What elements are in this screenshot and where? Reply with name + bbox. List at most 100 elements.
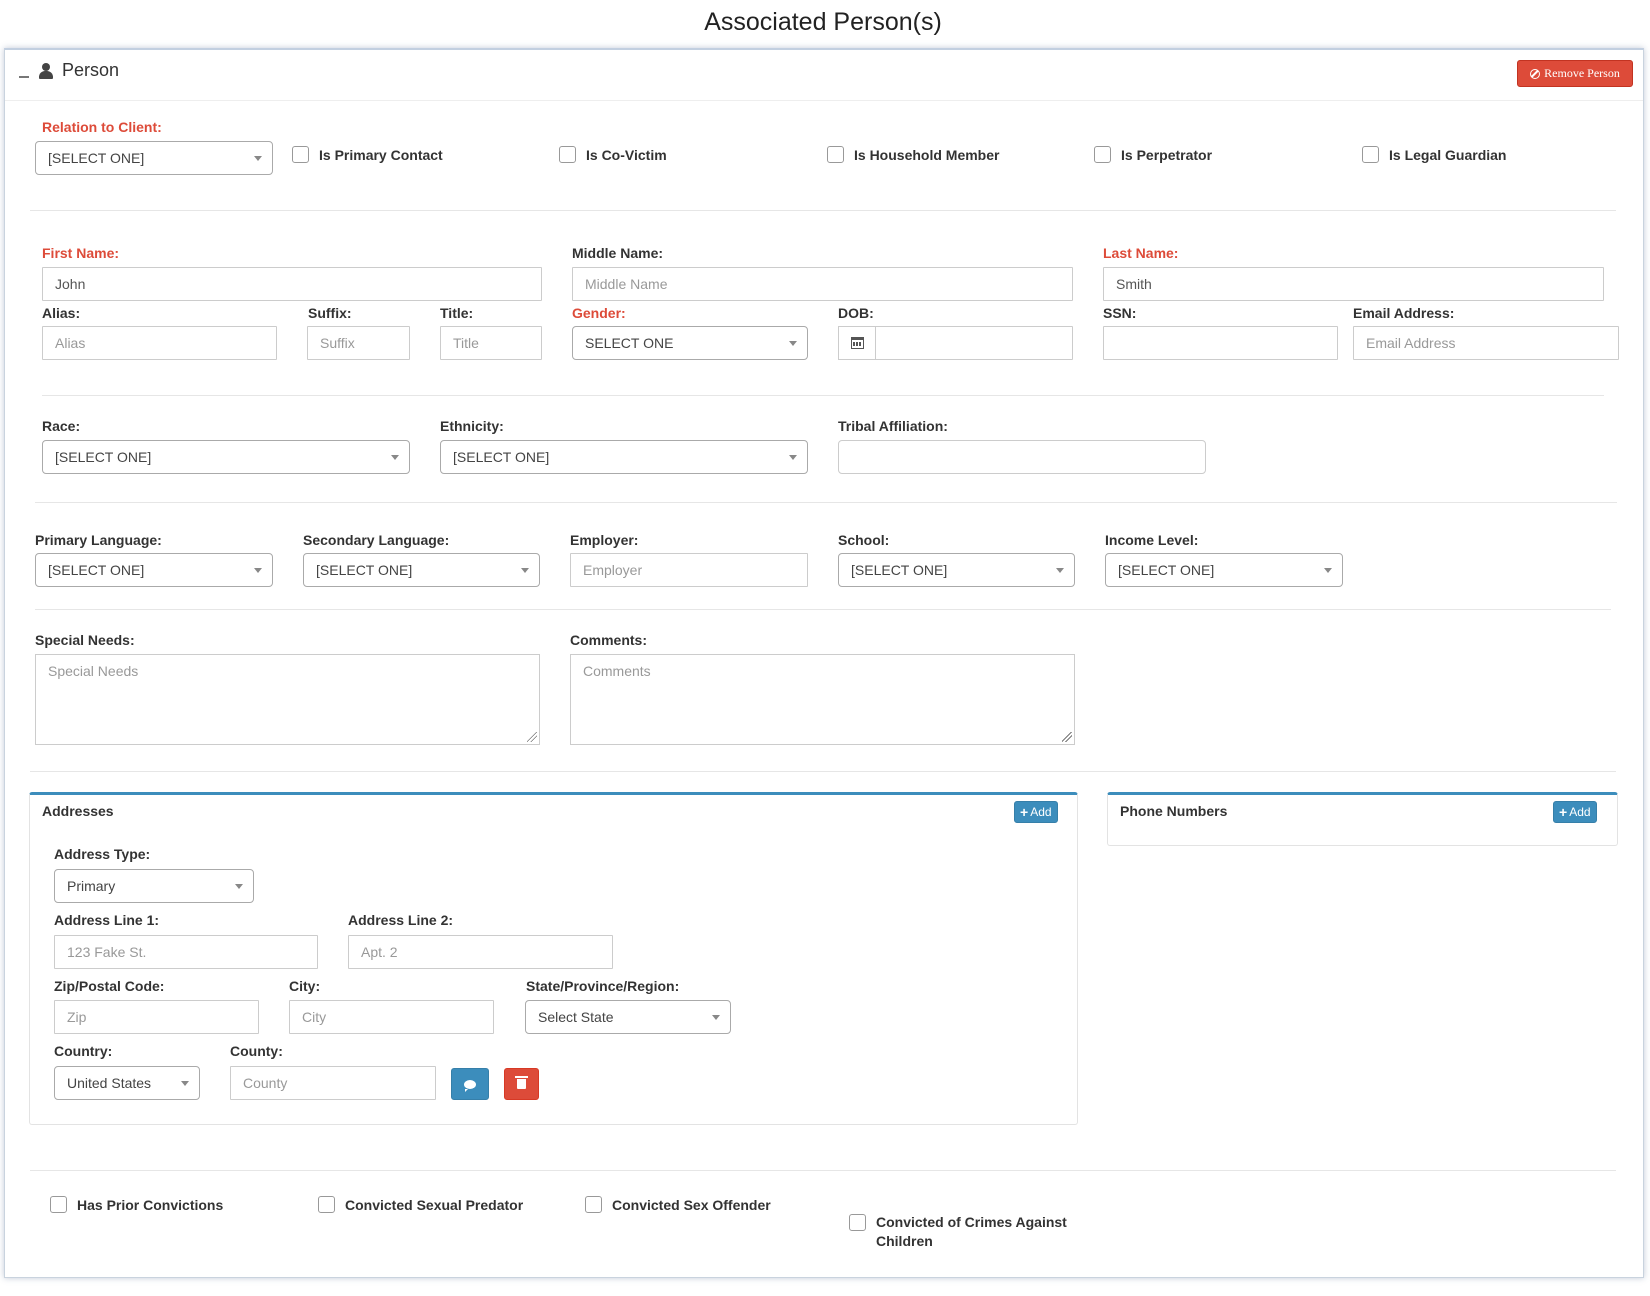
checkbox-box[interactable] — [559, 146, 576, 163]
middle-name-label: Middle Name: — [572, 245, 664, 261]
collapse-icon[interactable] — [19, 76, 29, 78]
dob-input[interactable] — [875, 326, 1073, 360]
checkbox-label: Is Primary Contact — [319, 146, 443, 163]
checkbox-box[interactable] — [1094, 146, 1111, 163]
country-select[interactable]: United States — [54, 1066, 200, 1100]
chevron-down-icon — [789, 341, 797, 346]
ethnicity-select[interactable]: [SELECT ONE] — [440, 440, 808, 474]
checkbox-label: Is Household Member — [854, 146, 1000, 163]
address-line1-input[interactable]: 123 Fake St. — [54, 935, 318, 969]
convicted-sex-offender-checkbox[interactable]: Convicted Sex Offender — [585, 1196, 771, 1213]
checkbox-box[interactable] — [827, 146, 844, 163]
calendar-button[interactable] — [838, 326, 876, 360]
delete-address-button[interactable] — [504, 1068, 539, 1100]
person-icon — [39, 62, 53, 80]
convicted-sexual-predator-checkbox[interactable]: Convicted Sexual Predator — [318, 1196, 523, 1213]
address-comment-button[interactable] — [451, 1068, 489, 1100]
alias-input[interactable]: Alias — [42, 326, 277, 360]
address-type-select[interactable]: Primary — [54, 869, 254, 903]
zip-input[interactable]: Zip — [54, 1000, 259, 1034]
middle-name-input[interactable]: Middle Name — [572, 267, 1073, 301]
is-co-victim-checkbox[interactable]: Is Co-Victim — [559, 146, 667, 163]
email-input[interactable]: Email Address — [1353, 326, 1619, 360]
chevron-down-icon — [254, 156, 262, 161]
has-prior-convictions-checkbox[interactable]: Has Prior Convictions — [50, 1196, 223, 1213]
county-input[interactable]: County — [230, 1066, 436, 1100]
phone-numbers-title: Phone Numbers — [1120, 803, 1228, 819]
checkbox-box[interactable] — [1362, 146, 1379, 163]
resize-grip-icon[interactable] — [527, 732, 537, 742]
address-line2-input[interactable]: Apt. 2 — [348, 935, 613, 969]
school-value: [SELECT ONE] — [851, 562, 948, 578]
chevron-down-icon — [235, 884, 243, 889]
race-select[interactable]: [SELECT ONE] — [42, 440, 410, 474]
ban-icon — [1530, 68, 1541, 79]
checkbox-box[interactable] — [50, 1196, 67, 1213]
ethnicity-label: Ethnicity: — [440, 418, 504, 434]
state-select[interactable]: Select State — [525, 1000, 731, 1034]
gender-value: SELECT ONE — [585, 335, 674, 351]
comments-label: Comments: — [570, 632, 648, 648]
title-label: Title: — [440, 305, 474, 321]
resize-grip-icon[interactable] — [1062, 732, 1072, 742]
comments-placeholder: Comments — [583, 663, 651, 679]
tribal-affiliation-input[interactable] — [838, 440, 1206, 474]
income-level-select[interactable]: [SELECT ONE] — [1105, 553, 1343, 587]
secondary-language-select[interactable]: [SELECT ONE] — [303, 553, 540, 587]
chevron-down-icon — [789, 455, 797, 460]
remove-person-button[interactable]: Remove Person — [1517, 60, 1633, 87]
chevron-down-icon — [521, 568, 529, 573]
add-address-button[interactable]: + Add — [1014, 801, 1058, 823]
relation-select[interactable]: [SELECT ONE] — [35, 141, 273, 175]
primary-language-select[interactable]: [SELECT ONE] — [35, 553, 273, 587]
address-line1-label: Address Line 1: — [54, 912, 160, 928]
add-address-label: Add — [1030, 805, 1052, 819]
phone-numbers-box — [1107, 792, 1618, 846]
convicted-crimes-against-children-checkbox[interactable]: Convicted of Crimes Against Children — [849, 1213, 1069, 1251]
address-line2-label: Address Line 2: — [348, 912, 454, 928]
is-legal-guardian-checkbox[interactable]: Is Legal Guardian — [1362, 146, 1506, 163]
school-select[interactable]: [SELECT ONE] — [838, 553, 1075, 587]
country-label: Country: — [54, 1043, 113, 1059]
county-label: County: — [230, 1043, 283, 1059]
ssn-input[interactable] — [1103, 326, 1338, 360]
income-level-value: [SELECT ONE] — [1118, 562, 1215, 578]
gender-select[interactable]: SELECT ONE — [572, 326, 808, 360]
state-label: State/Province/Region: — [526, 978, 680, 994]
is-perpetrator-checkbox[interactable]: Is Perpetrator — [1094, 146, 1212, 163]
section-divider — [35, 609, 1611, 610]
title-input[interactable]: Title — [440, 326, 542, 360]
plus-icon: + — [1559, 804, 1568, 820]
employer-input[interactable]: Employer — [570, 553, 808, 587]
gender-label: Gender: — [572, 305, 626, 321]
section-divider — [35, 502, 1617, 503]
chevron-down-icon — [1324, 568, 1332, 573]
first-name-input[interactable]: John — [42, 267, 542, 301]
chevron-down-icon — [391, 455, 399, 460]
checkbox-box[interactable] — [585, 1196, 602, 1213]
checkbox-label: Convicted Sex Offender — [612, 1196, 771, 1213]
checkbox-label: Convicted Sexual Predator — [345, 1196, 524, 1213]
checkbox-label: Convicted of Crimes Against Children — [876, 1214, 1067, 1249]
checkbox-label: Is Legal Guardian — [1389, 146, 1507, 163]
checkbox-box[interactable] — [849, 1214, 866, 1231]
add-phone-button[interactable]: + Add — [1553, 801, 1597, 823]
checkbox-box[interactable] — [292, 146, 309, 163]
chevron-down-icon — [254, 568, 262, 573]
race-value: [SELECT ONE] — [55, 449, 152, 465]
checkbox-box[interactable] — [318, 1196, 335, 1213]
add-phone-label: Add — [1569, 805, 1591, 819]
last-name-label: Last Name: — [1103, 245, 1179, 261]
is-primary-contact-checkbox[interactable]: Is Primary Contact — [292, 146, 443, 163]
last-name-input[interactable]: Smith — [1103, 267, 1604, 301]
comments-textarea[interactable]: Comments — [570, 654, 1075, 745]
section-divider — [30, 771, 1616, 772]
calendar-icon — [851, 337, 864, 349]
suffix-input[interactable]: Suffix — [307, 326, 410, 360]
comment-icon — [464, 1079, 476, 1092]
special-needs-textarea[interactable]: Special Needs — [35, 654, 540, 745]
is-household-member-checkbox[interactable]: Is Household Member — [827, 146, 999, 163]
addresses-title: Addresses — [42, 803, 114, 819]
state-value: Select State — [538, 1009, 614, 1025]
city-input[interactable]: City — [289, 1000, 494, 1034]
